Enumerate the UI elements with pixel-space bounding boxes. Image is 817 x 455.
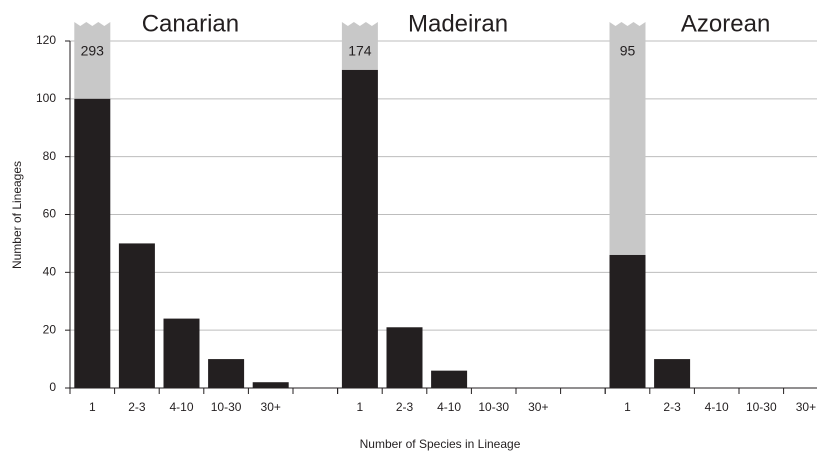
bar bbox=[74, 98, 111, 388]
bar bbox=[341, 69, 378, 389]
x-tick-label: 2-3 bbox=[396, 400, 414, 414]
bar bbox=[431, 370, 468, 388]
total-bar-break bbox=[74, 22, 111, 99]
x-tick-label: 2-3 bbox=[663, 400, 681, 414]
x-tick-label: 1 bbox=[357, 400, 364, 414]
x-tick-label: 4-10 bbox=[437, 400, 461, 414]
bar bbox=[163, 318, 200, 388]
bar bbox=[208, 359, 245, 388]
bar bbox=[252, 382, 289, 388]
bar bbox=[118, 243, 155, 388]
x-tick-label: 30+ bbox=[528, 400, 548, 414]
x-tick-label: 4-10 bbox=[169, 400, 193, 414]
x-tick-label: 1 bbox=[624, 400, 631, 414]
y-tick-label: 20 bbox=[43, 322, 57, 336]
bar bbox=[654, 359, 691, 388]
x-tick-label: 10-30 bbox=[211, 400, 242, 414]
y-tick-label: 80 bbox=[43, 149, 57, 163]
x-tick-label: 1 bbox=[89, 400, 96, 414]
bar bbox=[609, 254, 646, 388]
y-tick-label: 40 bbox=[43, 265, 57, 279]
group-title: Canarian bbox=[142, 10, 239, 37]
group-title: Madeiran bbox=[408, 10, 508, 37]
x-tick-label: 4-10 bbox=[705, 400, 729, 414]
x-axis-label: Number of Species in Lineage bbox=[360, 437, 521, 451]
bar bbox=[386, 327, 423, 388]
x-tick-label: 10-30 bbox=[746, 400, 777, 414]
x-tick-label: 30+ bbox=[796, 400, 816, 414]
y-tick-label: 60 bbox=[43, 207, 57, 221]
y-tick-label: 0 bbox=[49, 380, 56, 394]
total-label: 174 bbox=[348, 43, 372, 59]
x-tick-label: 10-30 bbox=[478, 400, 509, 414]
total-bar-break bbox=[609, 22, 646, 255]
y-axis-label: Number of Lineages bbox=[10, 161, 24, 269]
x-tick-label: 30+ bbox=[261, 400, 281, 414]
total-label: 95 bbox=[620, 43, 636, 59]
total-bar-break bbox=[341, 22, 378, 70]
group-title: Azorean bbox=[681, 10, 770, 37]
y-tick-label: 120 bbox=[36, 33, 56, 47]
y-tick-label: 100 bbox=[36, 91, 56, 105]
total-label: 293 bbox=[81, 43, 105, 59]
x-tick-label: 2-3 bbox=[128, 400, 146, 414]
